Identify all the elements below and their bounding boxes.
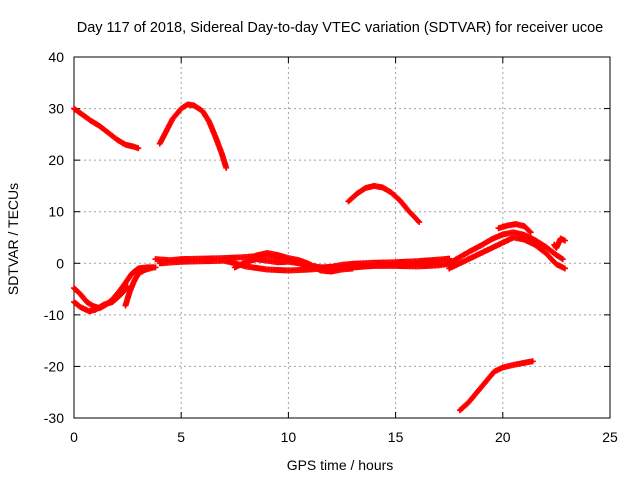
x-tick-label: 10 (281, 429, 297, 445)
x-tick-label: 20 (495, 429, 511, 445)
series-arc-2 (156, 101, 230, 171)
y-tick-label: 20 (48, 152, 64, 168)
x-tick-label: 0 (70, 429, 78, 445)
x-tick-label: 5 (177, 429, 185, 445)
y-tick-label: 10 (48, 204, 64, 220)
series-arc-1 (71, 105, 142, 152)
y-tick-label: -20 (44, 358, 64, 374)
series-arc-4 (456, 358, 536, 414)
ticks: 0 5 10 15 20 25 -30 -20 -10 0 10 20 30 40 (44, 49, 618, 445)
y-tick-label: -10 (44, 307, 64, 323)
chart-title: Day 117 of 2018, Sidereal Day-to-day VTE… (77, 20, 604, 36)
y-tick-label: 30 (48, 101, 64, 117)
plot-frame (73, 56, 611, 419)
x-tick-label: 15 (388, 429, 404, 445)
series-arc-3 (345, 182, 423, 226)
data-point (559, 256, 566, 263)
series-arc-15 (551, 235, 568, 251)
data-point (150, 264, 157, 271)
data-point (135, 145, 142, 152)
data-point (529, 358, 536, 365)
y-axis-title: SDTVAR / TECUs (5, 183, 21, 295)
series-arc-6 (71, 283, 131, 315)
y-tick-label: 0 (56, 255, 64, 271)
data-point (349, 265, 356, 272)
data-point (526, 228, 533, 235)
series-arc-13 (446, 234, 568, 272)
x-tick-label: 25 (602, 429, 618, 445)
data-point (416, 219, 423, 226)
grid (74, 57, 610, 418)
y-tick-label: 40 (48, 49, 64, 65)
series-arc-14 (495, 221, 534, 236)
x-axis-title: GPS time / hours (287, 457, 394, 473)
series-arc-12 (446, 229, 566, 267)
data-point (223, 164, 230, 171)
data-point (527, 229, 534, 236)
y-tick-label: -30 (44, 410, 64, 426)
data-point (561, 237, 568, 244)
series-arc-7 (122, 264, 157, 309)
data-point (415, 217, 422, 224)
data-points (71, 101, 568, 414)
series-arc-11 (253, 249, 356, 275)
data-point (561, 265, 568, 272)
